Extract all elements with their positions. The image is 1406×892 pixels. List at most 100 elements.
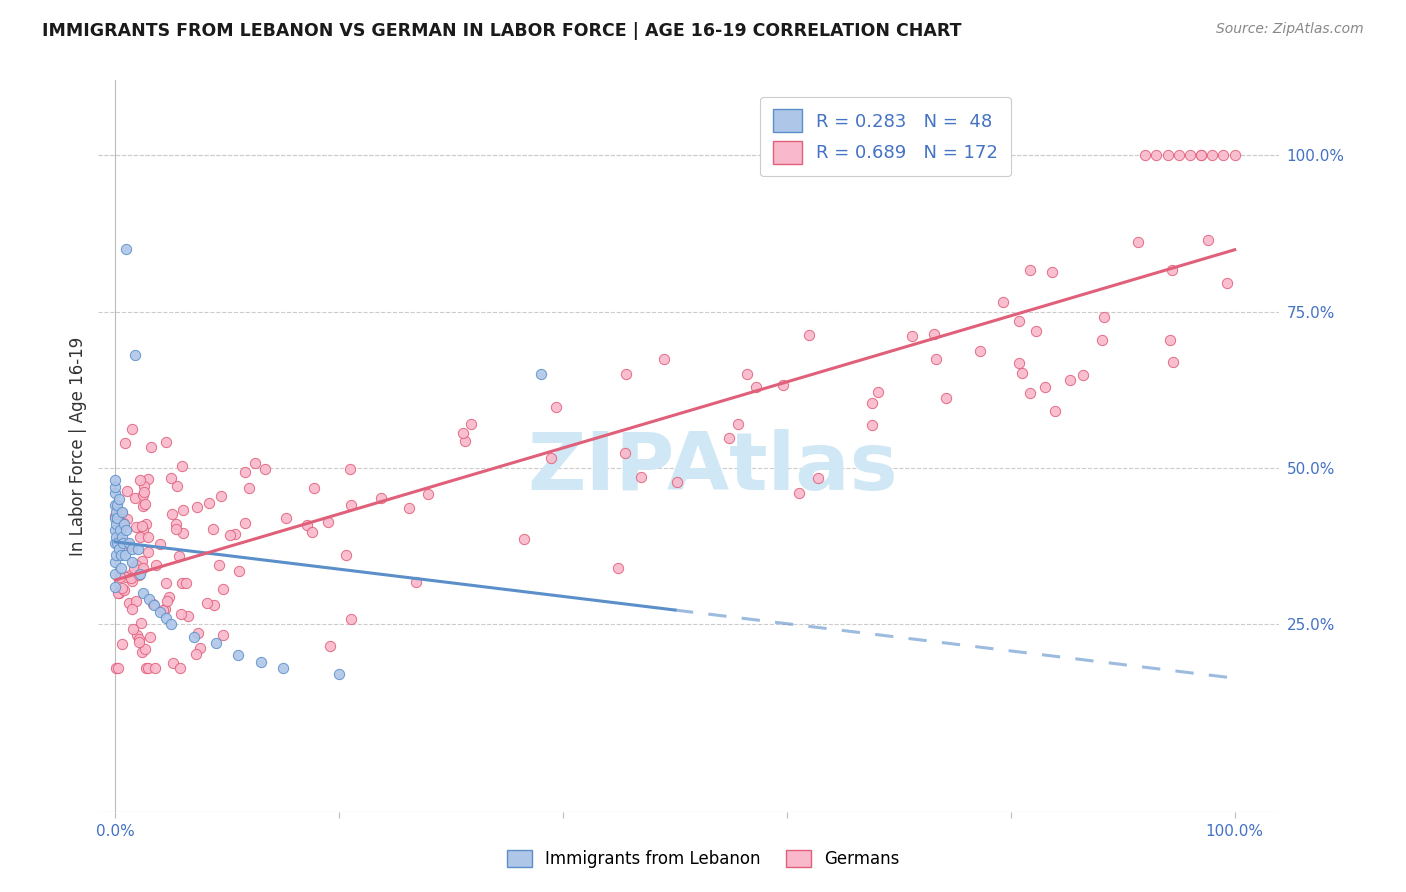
Point [184,647,207,661]
Point [104,567,127,582]
Point [104,486,127,500]
Point [172,459,194,474]
Point [157,590,180,604]
Point [155,611,177,625]
Point [1201,148,1223,162]
Point [110,561,132,575]
Point [301,524,323,539]
Point [169,661,191,675]
Point [209,489,232,503]
Point [745,380,768,394]
Point [104,555,127,569]
Point [122,561,145,575]
Point [128,568,150,582]
Point [165,522,187,536]
Point [1156,148,1178,162]
Text: IMMIGRANTS FROM LEBANON VS GERMAN IN LABOR FORCE | AGE 16-19 CORRELATION CHART: IMMIGRANTS FROM LEBANON VS GERMAN IN LAB… [42,22,962,40]
Point [772,378,794,392]
Point [1160,263,1182,277]
Point [145,661,167,675]
Point [243,456,266,470]
Point [540,451,562,466]
Point [1092,310,1115,325]
Point [1133,148,1156,162]
Point [117,536,139,550]
Point [1189,148,1212,162]
Point [1040,265,1063,279]
Point [132,560,155,574]
Point [211,582,233,596]
Point [666,475,689,490]
Point [110,506,132,520]
Point [104,536,127,550]
Point [211,628,233,642]
Point [1007,356,1029,370]
Point [138,530,160,544]
Point [120,568,142,582]
Point [925,351,948,366]
Point [195,596,218,610]
Point [107,499,129,513]
Point [797,328,820,343]
Point [328,667,350,681]
Point [166,479,188,493]
Legend: R = 0.283   N =  48, R = 0.689   N = 172: R = 0.283 N = 48, R = 0.689 N = 172 [761,96,1011,177]
Point [114,549,136,563]
Point [136,545,159,559]
Point [112,516,135,530]
Point [121,542,143,557]
Point [105,505,128,519]
Point [104,511,127,525]
Point [1008,313,1031,327]
Point [460,417,482,431]
Point [228,648,250,663]
Point [183,630,205,644]
Point [138,472,160,486]
Point [128,635,150,649]
Point [128,530,150,544]
Point [370,491,392,506]
Point [107,492,129,507]
Point [111,530,134,544]
Point [172,502,194,516]
Point [249,655,271,669]
Point [111,581,134,595]
Point [274,511,297,525]
Point [254,462,277,476]
Point [204,598,226,612]
Point [630,469,652,483]
Point [208,558,231,573]
Point [512,533,534,547]
Point [111,505,134,519]
Point [167,549,190,563]
Point [139,440,162,454]
Point [172,526,194,541]
Point [238,481,260,495]
Point [718,432,741,446]
Point [233,516,256,531]
Point [118,540,141,554]
Point [1019,263,1042,277]
Point [228,564,250,578]
Point [614,446,637,460]
Point [124,593,146,607]
Point [170,607,193,621]
Point [860,418,883,433]
Point [128,632,150,647]
Point [170,575,193,590]
Point [1043,404,1066,418]
Point [405,574,427,589]
Point [152,603,174,617]
Point [112,536,135,550]
Point [398,500,420,515]
Point [340,612,363,626]
Point [138,592,160,607]
Point [149,605,172,619]
Point [129,616,152,631]
Point [112,517,135,532]
Text: Source: ZipAtlas.com: Source: ZipAtlas.com [1216,22,1364,37]
Point [121,555,143,569]
Point [162,657,184,671]
Point [922,326,945,341]
Point [139,631,162,645]
